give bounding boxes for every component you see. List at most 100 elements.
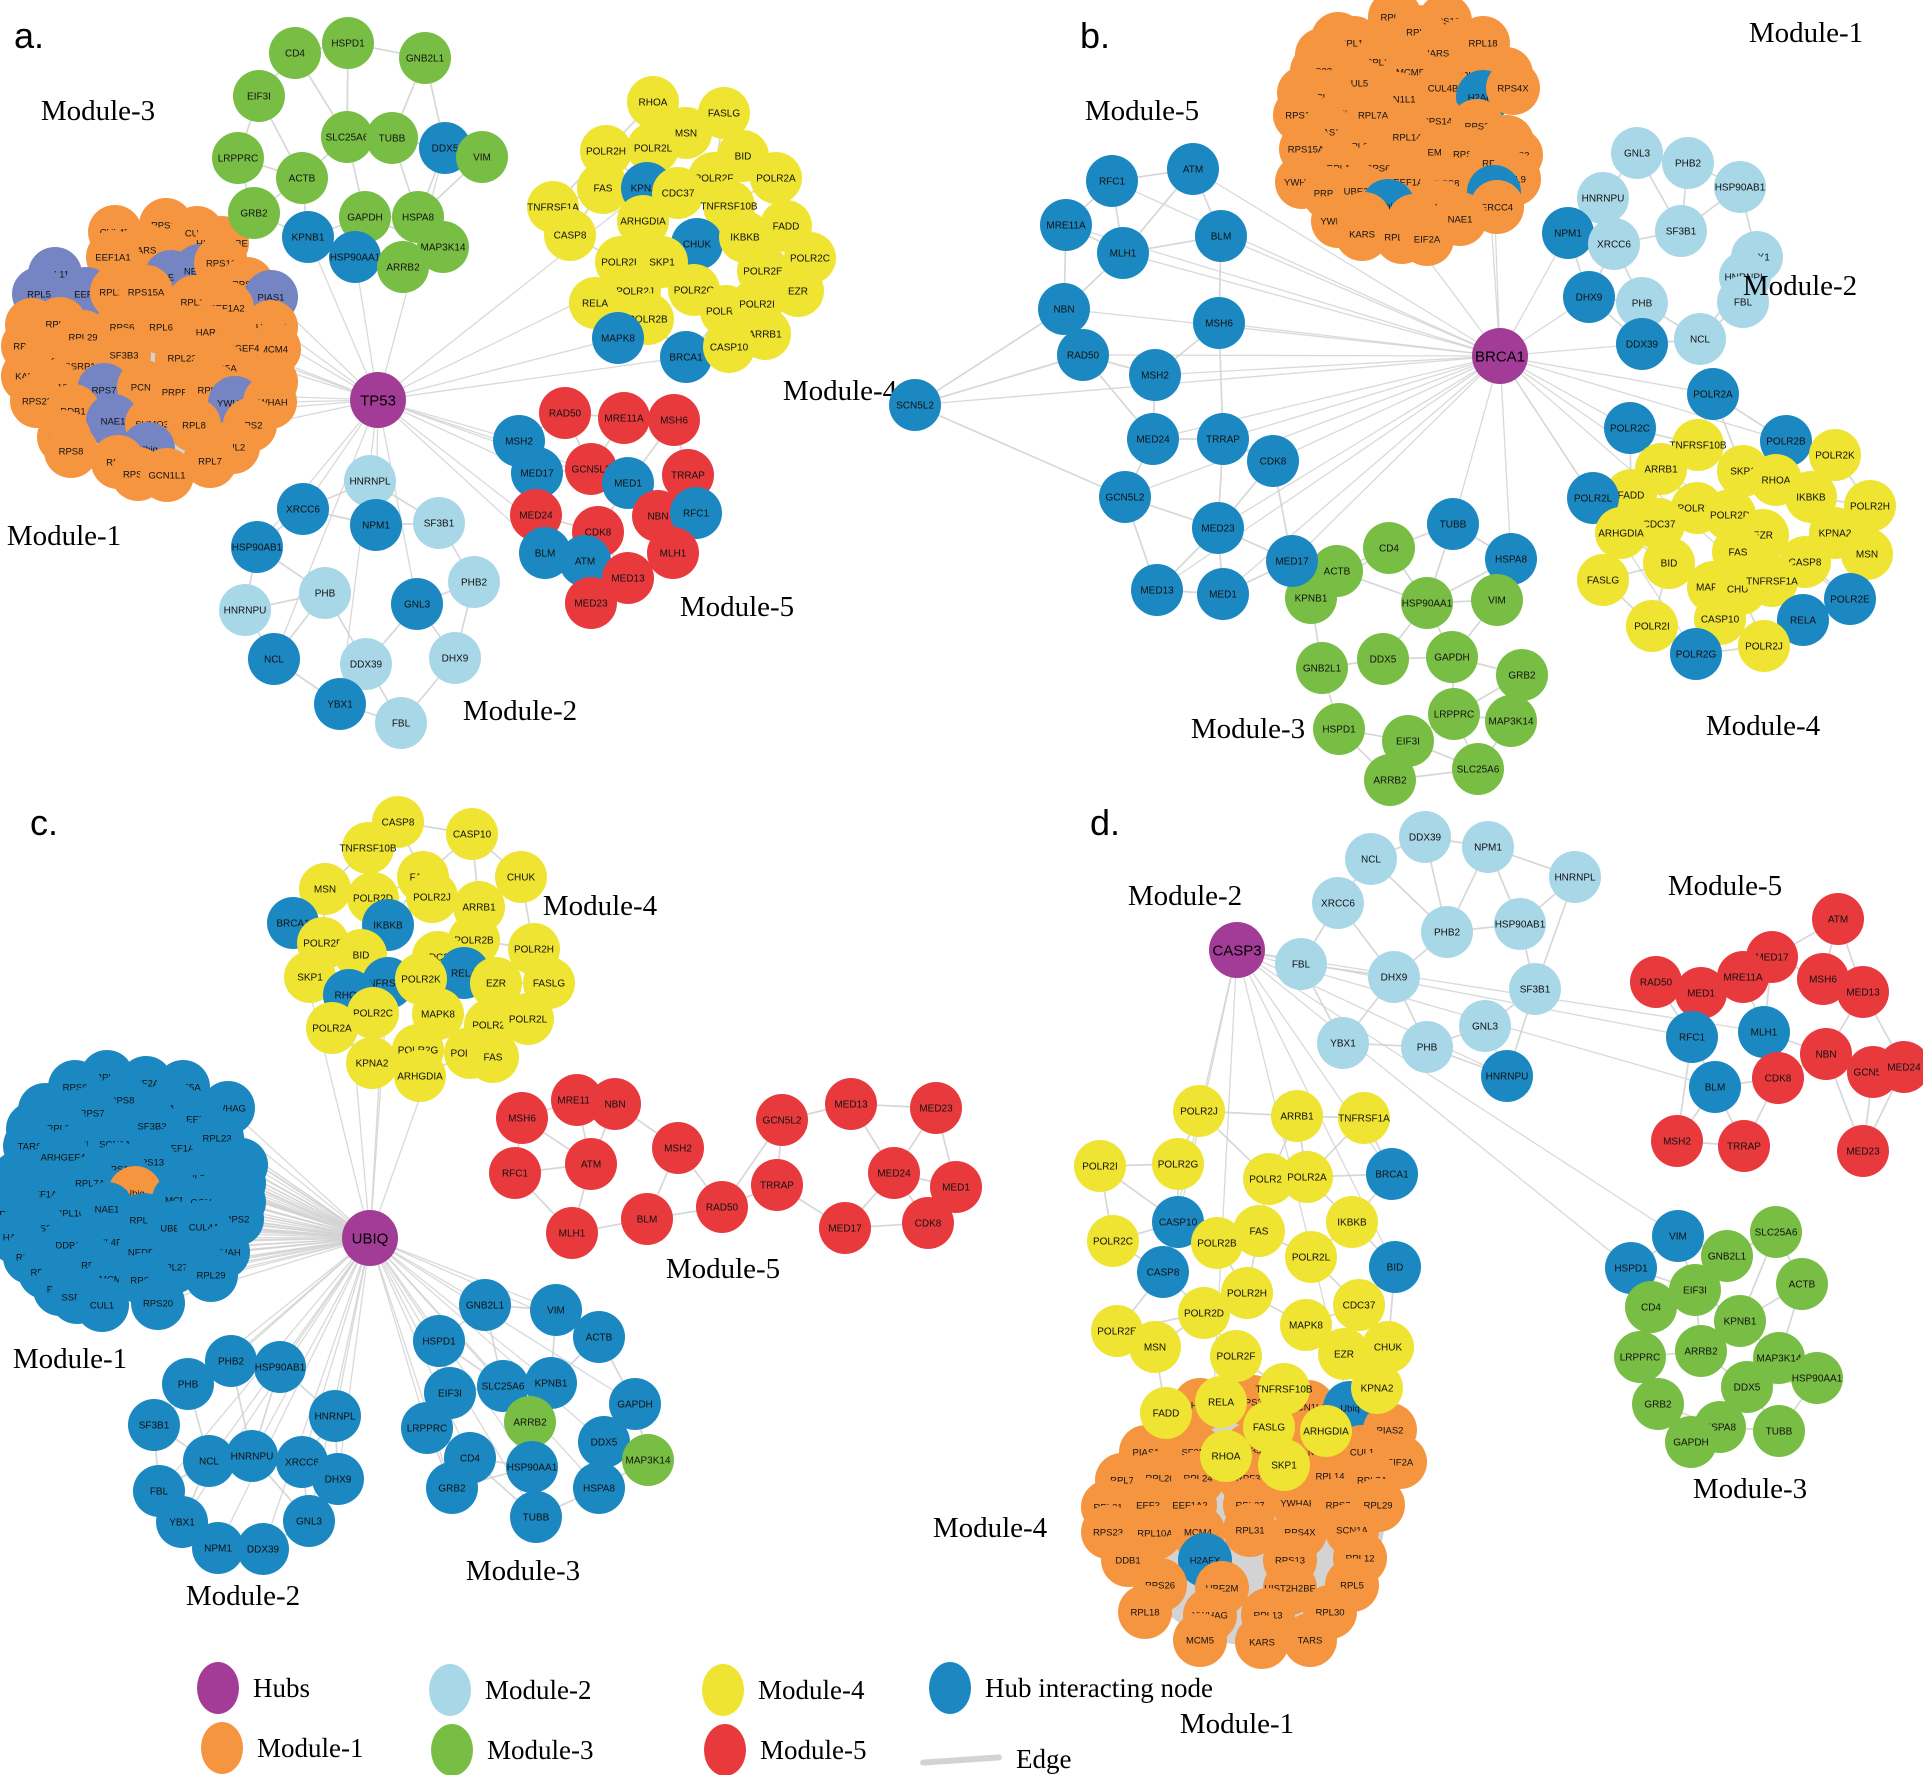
node-kpnb1[interactable]	[1714, 1295, 1766, 1347]
node-hsp90ab1[interactable]	[231, 521, 283, 573]
node-tnfrsf1a[interactable]	[1338, 1092, 1390, 1144]
node-rela[interactable]	[1195, 1376, 1247, 1428]
node-gnl3[interactable]	[1611, 127, 1663, 179]
node-polr2g[interactable]	[1670, 628, 1722, 680]
node-mre11a[interactable]	[551, 1074, 603, 1126]
node-trrap[interactable]	[1197, 413, 1249, 465]
node-polr2h[interactable]	[1844, 480, 1896, 532]
node-polr2l[interactable]	[627, 122, 679, 174]
node-slc25a6[interactable]	[1750, 1206, 1802, 1258]
node-mre11a[interactable]	[1717, 951, 1769, 1003]
node-grb2[interactable]	[1496, 649, 1548, 701]
node-phb2[interactable]	[205, 1335, 257, 1387]
node-rad50[interactable]	[539, 387, 591, 439]
node-med13[interactable]	[825, 1078, 877, 1130]
node-brca1[interactable]	[660, 331, 712, 383]
node-polr2h[interactable]	[1221, 1267, 1273, 1319]
node-trrap[interactable]	[1718, 1120, 1770, 1172]
node-xrcc6[interactable]	[1588, 218, 1640, 270]
node-phb[interactable]	[1616, 277, 1668, 329]
node-polr2a[interactable]	[1687, 368, 1739, 420]
node-polr2k[interactable]	[1809, 429, 1861, 481]
node-tars[interactable]	[1283, 1613, 1337, 1667]
node-tubb[interactable]	[1427, 498, 1479, 550]
node-actb[interactable]	[573, 1311, 625, 1363]
node-atm[interactable]	[1812, 893, 1864, 945]
node-med13[interactable]	[1837, 966, 1889, 1018]
node-ezr[interactable]	[1318, 1328, 1370, 1380]
node-arrb2[interactable]	[1364, 754, 1416, 806]
node-eif3i[interactable]	[1669, 1264, 1721, 1316]
node-polr2a[interactable]	[306, 1002, 358, 1054]
node-cdc37[interactable]	[1333, 1279, 1385, 1331]
node-actb[interactable]	[1776, 1258, 1828, 1310]
node-sf3b1[interactable]	[413, 497, 465, 549]
node-chuk[interactable]	[1362, 1321, 1414, 1373]
node-dhx9[interactable]	[312, 1453, 364, 1505]
node-msn[interactable]	[299, 863, 351, 915]
node-polr2c[interactable]	[1087, 1215, 1139, 1267]
node-lrpprc[interactable]	[401, 1402, 453, 1454]
node-cd4[interactable]	[1363, 522, 1415, 574]
node-polr2f[interactable]	[1210, 1330, 1262, 1382]
node-npm1[interactable]	[350, 499, 402, 551]
node-mre11a[interactable]	[1040, 199, 1092, 251]
node-arhgdia[interactable]	[1595, 507, 1647, 559]
node-vim[interactable]	[530, 1284, 582, 1336]
node-med24[interactable]	[1127, 413, 1179, 465]
node-npm1[interactable]	[1462, 821, 1514, 873]
node-cul1[interactable]	[75, 1278, 129, 1332]
node-polr2j[interactable]	[1173, 1085, 1225, 1137]
node-gcn5l2[interactable]	[1099, 471, 1151, 523]
node-vim[interactable]	[456, 131, 508, 183]
node-hnrnpu[interactable]	[1577, 172, 1629, 224]
node-gapdh[interactable]	[609, 1378, 661, 1430]
node-trrap[interactable]	[751, 1159, 803, 1211]
node-hnrnpu[interactable]	[226, 1430, 278, 1482]
node-med23[interactable]	[910, 1082, 962, 1134]
node-rpl29[interactable]	[184, 1248, 238, 1302]
node-bid[interactable]	[1643, 537, 1695, 589]
node-hspd1[interactable]	[322, 17, 374, 69]
node-mre11a[interactable]	[598, 392, 650, 444]
node-tnfrsf1a[interactable]	[1746, 555, 1798, 607]
node-cdk8[interactable]	[1752, 1052, 1804, 1104]
node-map3k14[interactable]	[622, 1434, 674, 1486]
node-gnl3[interactable]	[1459, 1000, 1511, 1052]
node-ncl[interactable]	[1345, 833, 1397, 885]
node-arhgdia[interactable]	[1300, 1405, 1352, 1457]
node-blm[interactable]	[1689, 1061, 1741, 1113]
node-grb2[interactable]	[1632, 1378, 1684, 1430]
node-mlh1[interactable]	[1738, 1006, 1790, 1058]
node-eif2a[interactable]	[1400, 212, 1454, 266]
node-dhx9[interactable]	[1368, 951, 1420, 1003]
node-gnb2l1[interactable]	[1701, 1230, 1753, 1282]
node-polr2j[interactable]	[406, 871, 458, 923]
node-chuk[interactable]	[495, 851, 547, 903]
node-lrpprc[interactable]	[1614, 1331, 1666, 1383]
node-sf3b1[interactable]	[1655, 205, 1707, 257]
node-xrcc6[interactable]	[1312, 877, 1364, 929]
node-msh6[interactable]	[496, 1092, 548, 1144]
node-polr2j[interactable]	[1738, 620, 1790, 672]
node-npm1[interactable]	[192, 1522, 244, 1574]
node-actb[interactable]	[276, 152, 328, 204]
node-fbl[interactable]	[1275, 938, 1327, 990]
node-msn[interactable]	[1129, 1321, 1181, 1373]
node-ddx39[interactable]	[1616, 318, 1668, 370]
node-tubb[interactable]	[510, 1491, 562, 1543]
node-ezr[interactable]	[470, 957, 522, 1009]
node-msn[interactable]	[1841, 528, 1893, 580]
node-rad50[interactable]	[696, 1181, 748, 1233]
node-gcn1l1[interactable]	[140, 448, 194, 502]
node-hsp90aa1[interactable]	[1791, 1352, 1843, 1404]
node-hsp90aa1[interactable]	[506, 1441, 558, 1493]
node-polr2l[interactable]	[1567, 472, 1619, 524]
node-med23[interactable]	[1192, 502, 1244, 554]
node-phb2[interactable]	[1421, 906, 1473, 958]
node-rhoa[interactable]	[627, 76, 679, 128]
node-vim[interactable]	[1652, 1210, 1704, 1262]
node-polr2k[interactable]	[1243, 1153, 1295, 1205]
node-arrb1[interactable]	[1271, 1090, 1323, 1142]
node-ybx1[interactable]	[314, 678, 366, 730]
